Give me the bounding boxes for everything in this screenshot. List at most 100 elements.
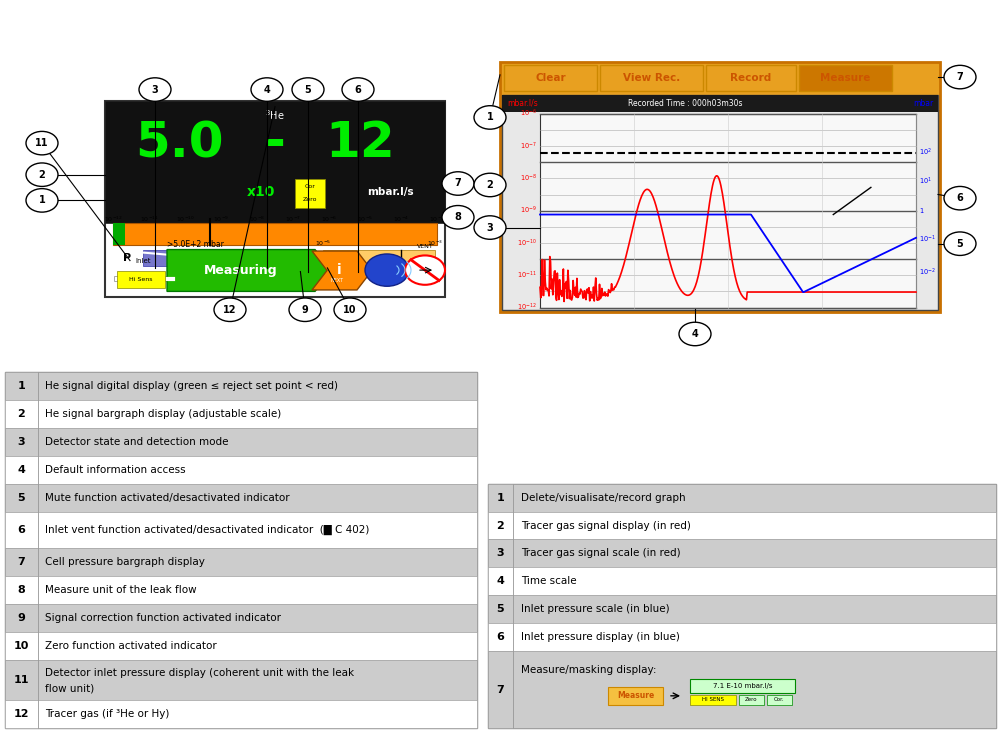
Text: 2: 2	[18, 409, 25, 419]
FancyBboxPatch shape	[488, 623, 513, 651]
FancyBboxPatch shape	[500, 62, 940, 312]
Text: 7: 7	[957, 72, 963, 82]
Text: 4: 4	[264, 84, 270, 95]
Polygon shape	[312, 251, 372, 290]
FancyBboxPatch shape	[488, 651, 513, 728]
FancyBboxPatch shape	[502, 95, 938, 112]
Text: Cor.: Cor.	[774, 697, 785, 702]
FancyBboxPatch shape	[5, 604, 477, 632]
Text: $10^{-12}$: $10^{-12}$	[104, 214, 122, 223]
Text: $10^{-5}$: $10^{-5}$	[357, 214, 373, 223]
Text: Inlet: Inlet	[135, 258, 150, 264]
Text: mbar: mbar	[914, 99, 934, 108]
FancyBboxPatch shape	[503, 64, 937, 92]
Text: P: P	[275, 253, 283, 263]
Text: 9: 9	[302, 305, 308, 315]
Text: 7: 7	[497, 685, 504, 694]
FancyBboxPatch shape	[504, 65, 597, 91]
Circle shape	[292, 78, 324, 101]
Circle shape	[251, 78, 283, 101]
Text: 5.0: 5.0	[136, 119, 224, 167]
FancyBboxPatch shape	[608, 687, 663, 705]
FancyBboxPatch shape	[488, 595, 996, 623]
Text: 1: 1	[18, 381, 25, 391]
Text: 12: 12	[14, 709, 29, 719]
Text: 8: 8	[18, 585, 25, 595]
Text: P: P	[123, 253, 131, 263]
FancyBboxPatch shape	[690, 694, 736, 705]
Text: VENT: VENT	[417, 244, 433, 249]
FancyBboxPatch shape	[488, 595, 513, 623]
FancyBboxPatch shape	[5, 400, 477, 428]
Text: 5: 5	[18, 493, 25, 503]
FancyBboxPatch shape	[5, 632, 477, 660]
Text: 1: 1	[497, 493, 504, 503]
Circle shape	[442, 206, 474, 229]
Circle shape	[26, 189, 58, 212]
FancyBboxPatch shape	[488, 539, 513, 567]
Text: Clear: Clear	[535, 73, 566, 83]
Text: Zero function activated indicator: Zero function activated indicator	[45, 641, 217, 651]
Text: 3: 3	[18, 437, 25, 447]
FancyBboxPatch shape	[5, 484, 38, 512]
Text: $10^{-2}$: $10^{-2}$	[919, 267, 936, 278]
Text: 6: 6	[355, 84, 361, 95]
Circle shape	[944, 232, 976, 255]
Text: Zero: Zero	[745, 697, 758, 702]
FancyBboxPatch shape	[5, 700, 477, 728]
Text: Default information access: Default information access	[45, 465, 186, 475]
FancyBboxPatch shape	[767, 694, 792, 705]
Text: 3: 3	[487, 222, 493, 233]
Text: $10^{-5}$: $10^{-5}$	[315, 239, 331, 249]
Text: $10^{-10}$: $10^{-10}$	[517, 237, 537, 249]
Text: $10^{-6}$: $10^{-6}$	[520, 108, 537, 120]
Circle shape	[474, 106, 506, 129]
Text: $10^{-1}$: $10^{-1}$	[919, 234, 936, 245]
Text: HI SENS: HI SENS	[702, 697, 724, 702]
Text: NEXT: NEXT	[330, 277, 343, 283]
FancyBboxPatch shape	[488, 484, 513, 512]
Text: Time scale: Time scale	[521, 576, 577, 586]
FancyBboxPatch shape	[600, 65, 703, 91]
Text: 3: 3	[497, 548, 504, 559]
Text: Tracer gas signal display (in red): Tracer gas signal display (in red)	[521, 520, 691, 531]
Circle shape	[405, 255, 445, 285]
Text: 6: 6	[497, 632, 504, 642]
Circle shape	[474, 216, 506, 239]
Text: Delete/visualisate/record graph: Delete/visualisate/record graph	[521, 493, 686, 503]
Text: -: -	[265, 119, 285, 167]
Text: $10^{-3}$: $10^{-3}$	[429, 214, 445, 223]
Text: Measuring: Measuring	[204, 264, 278, 277]
Circle shape	[334, 298, 366, 321]
Circle shape	[214, 298, 246, 321]
Text: 7: 7	[455, 178, 461, 189]
Text: $10^1$: $10^1$	[919, 176, 932, 187]
FancyBboxPatch shape	[5, 512, 477, 548]
Text: 1: 1	[39, 195, 45, 206]
FancyBboxPatch shape	[488, 512, 513, 539]
Text: Inlet pressure display (in blue): Inlet pressure display (in blue)	[521, 632, 680, 642]
Text: He signal bargraph display (adjustable scale): He signal bargraph display (adjustable s…	[45, 409, 281, 419]
Text: i: i	[337, 264, 341, 277]
Text: x10: x10	[247, 185, 276, 199]
FancyBboxPatch shape	[5, 512, 38, 548]
FancyBboxPatch shape	[5, 372, 477, 728]
Text: 4: 4	[497, 576, 504, 586]
Text: 11: 11	[35, 138, 49, 148]
FancyBboxPatch shape	[488, 623, 996, 651]
FancyBboxPatch shape	[5, 372, 38, 400]
Text: $10^{-11}$: $10^{-11}$	[517, 269, 537, 281]
Text: Hi Sens: Hi Sens	[129, 277, 153, 282]
FancyBboxPatch shape	[488, 512, 996, 539]
FancyBboxPatch shape	[105, 101, 445, 222]
Text: 7: 7	[18, 557, 25, 567]
Text: Detector state and detection mode: Detector state and detection mode	[45, 437, 228, 447]
FancyBboxPatch shape	[5, 576, 477, 604]
Text: $10^{-4}$: $10^{-4}$	[393, 214, 409, 223]
Text: $10^2$: $10^2$	[919, 147, 932, 158]
FancyBboxPatch shape	[502, 95, 938, 310]
Text: >5.0E+2 mbar: >5.0E+2 mbar	[167, 240, 223, 249]
FancyBboxPatch shape	[799, 65, 892, 91]
Text: $10^{-3}$: $10^{-3}$	[427, 239, 443, 249]
Circle shape	[289, 298, 321, 321]
